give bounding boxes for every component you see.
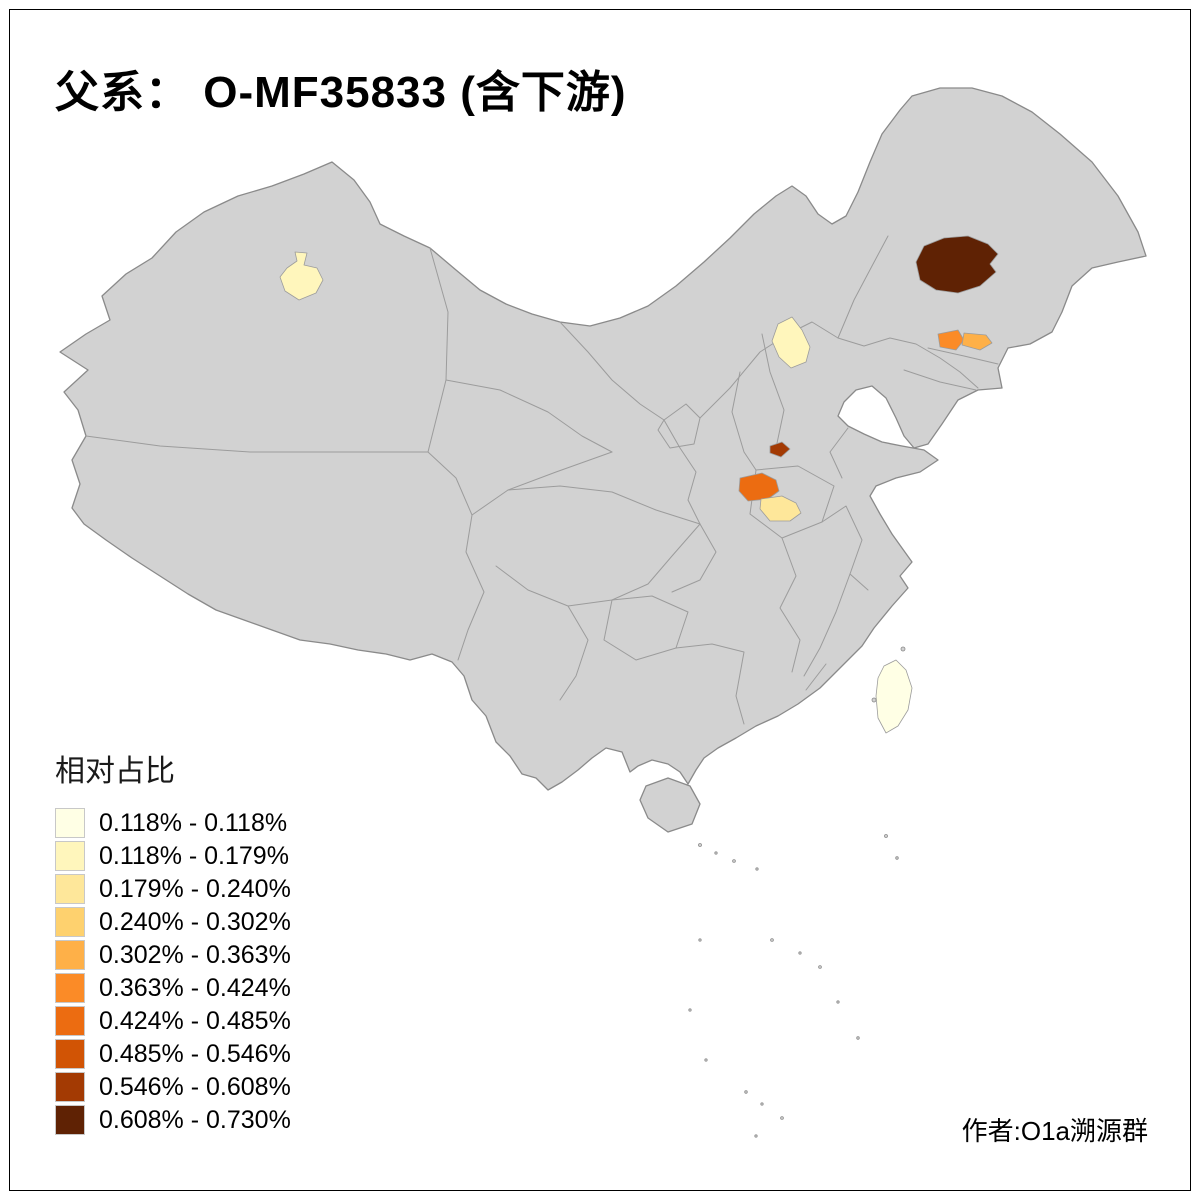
legend-label: 0.302% - 0.363% [99, 940, 291, 969]
legend-item: 0.546% - 0.608% [55, 1072, 291, 1102]
province-border-line [803, 573, 851, 677]
region-shaanxi-guanzhong [738, 472, 780, 502]
legend-item: 0.608% - 0.730% [55, 1105, 291, 1135]
legend-item: 0.485% - 0.546% [55, 1039, 291, 1069]
province-border-line [829, 427, 849, 479]
legend-item: 0.363% - 0.424% [55, 973, 291, 1003]
legend-label: 0.485% - 0.546% [99, 1039, 291, 1068]
islet [732, 859, 736, 863]
province-border-line [663, 419, 701, 525]
mainland-china-outline [59, 87, 1147, 791]
colored-regions [279, 235, 999, 734]
islet [856, 1036, 860, 1040]
legend-label: 0.363% - 0.424% [99, 973, 291, 1002]
region-beijing-hebei [771, 316, 811, 369]
legend-label: 0.179% - 0.240% [99, 874, 291, 903]
islet [780, 1116, 784, 1120]
hainan-island [639, 777, 701, 833]
province-border-line [559, 321, 665, 421]
province-border-line [779, 537, 801, 673]
south-china-sea-islands [688, 646, 906, 1138]
author-credit: 作者:O1a溯源群 [961, 1116, 1148, 1146]
islet [895, 856, 899, 860]
province-border-line [731, 371, 757, 471]
legend-label: 0.608% - 0.730% [99, 1105, 291, 1134]
legend-label: 0.118% - 0.179% [99, 841, 289, 870]
legend-label: 0.546% - 0.608% [99, 1072, 291, 1101]
region-shanxi-south [769, 441, 791, 458]
islet [755, 867, 759, 871]
province-border-line [903, 369, 977, 391]
page-title: 父系： O-MF35833 (含下游) [55, 68, 627, 117]
province-border-line [699, 321, 979, 419]
islet [798, 951, 802, 955]
islet [704, 1058, 708, 1062]
legend-swatch [55, 1006, 85, 1036]
region-northeast-harbin [915, 235, 999, 294]
province-border-line [675, 643, 745, 725]
region-liaoning-west [937, 329, 965, 351]
legend-swatch [55, 1039, 85, 1069]
legend-item: 0.302% - 0.363% [55, 940, 291, 970]
province-border-line [837, 235, 889, 339]
province-border-line [471, 451, 613, 516]
islet [836, 1000, 840, 1004]
islet [770, 938, 774, 942]
islet [744, 1090, 748, 1094]
islet [698, 938, 702, 942]
province-border-line [927, 347, 999, 365]
legend-item: 0.240% - 0.302% [55, 907, 291, 937]
legend-label: 0.424% - 0.485% [99, 1006, 291, 1035]
legend-item: 0.424% - 0.485% [55, 1006, 291, 1036]
legend-swatch [55, 1072, 85, 1102]
legend-swatch [55, 808, 85, 838]
legend-swatch [55, 940, 85, 970]
legend-item: 0.179% - 0.240% [55, 874, 291, 904]
province-border-line [657, 403, 701, 449]
region-xinjiang-urumqi [279, 251, 324, 301]
province-border-line [445, 379, 613, 453]
province-border-line [507, 485, 701, 525]
legend-swatch [55, 907, 85, 937]
legend-item: 0.118% - 0.118% [55, 808, 291, 838]
islet [818, 965, 822, 969]
legend-title: 相对占比 [55, 755, 175, 788]
legend-swatch [55, 973, 85, 1003]
legend-label: 0.118% - 0.118% [99, 808, 288, 837]
legend-label: 0.240% - 0.302% [99, 907, 291, 936]
islet [754, 1134, 758, 1138]
islet [698, 843, 702, 847]
province-border-line [761, 333, 785, 449]
legend-swatch [55, 1105, 85, 1135]
province-borders [85, 235, 999, 725]
province-border-line [821, 505, 869, 591]
islet [900, 646, 906, 652]
islet [760, 1102, 764, 1106]
province-border-line [427, 247, 449, 453]
region-taiwan [875, 659, 913, 734]
province-border-line [559, 605, 589, 701]
province-border-line [805, 663, 827, 691]
islet [688, 1008, 692, 1012]
province-border-line [427, 451, 485, 661]
legend-swatch [55, 874, 85, 904]
legend-item: 0.118% - 0.179% [55, 841, 291, 871]
region-liaoning-east [961, 332, 993, 351]
province-border-line [85, 435, 429, 453]
province-border-line [671, 523, 717, 593]
islet [714, 851, 718, 855]
legend-swatch [55, 841, 85, 871]
legend: 相对占比 0.118% - 0.118% 0.118% - 0.179% 0.1… [55, 746, 291, 1138]
islet [884, 834, 888, 838]
islet [871, 697, 877, 703]
region-henan-west [759, 495, 802, 522]
